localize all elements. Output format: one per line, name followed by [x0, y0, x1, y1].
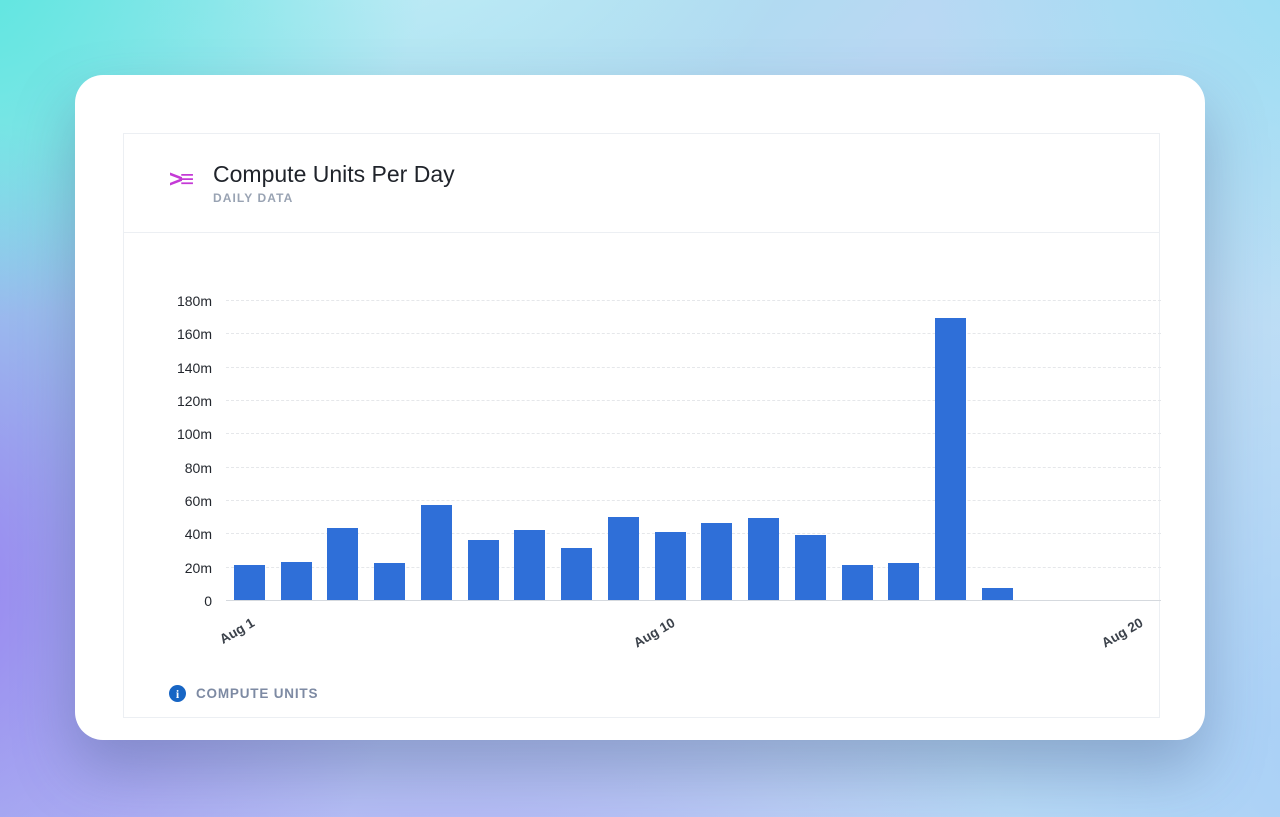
plot-area: Aug 1 Aug 10 Aug 20 0 20m 40m 60m 80m 100m 120m 1… [177, 293, 1161, 650]
bar-aug-5[interactable] [420, 505, 452, 600]
chart-legend[interactable]: i COMPUTE UNITS [169, 685, 1159, 702]
x-axis-labels: Aug 1 Aug 10 Aug 20 [217, 601, 1161, 656]
bar-aug-14[interactable] [841, 565, 873, 600]
bar-aug-8[interactable] [561, 548, 593, 600]
bar-aug-12[interactable] [748, 518, 780, 600]
bar-aug-17[interactable] [981, 588, 1013, 600]
page-subtitle: DAILY DATA [213, 191, 294, 206]
bar-aug-7[interactable] [514, 530, 546, 600]
console-chevron-glyph: > [169, 166, 183, 193]
legend-label: COMPUTE UNITS [196, 686, 319, 701]
bar-aug-9[interactable] [607, 516, 639, 600]
y-axis-tick-label: 160m [176, 326, 212, 343]
gridline [226, 300, 1161, 301]
gridline [226, 533, 1161, 535]
x-axis-line [226, 600, 1161, 601]
console-lines-glyph: ≡ [180, 166, 194, 193]
y-axis-tick-label: 80m [184, 459, 212, 476]
gridline [226, 366, 1161, 368]
x-axis-tick-label: Aug 10 [631, 615, 678, 651]
bar-aug-11[interactable] [701, 523, 733, 600]
y-axis-tick-label: 120m [176, 393, 212, 409]
widget-titles: Compute Units Per Day DAILY DATA [213, 161, 455, 205]
page-title: Compute Units Per Day [213, 160, 455, 187]
bar-aug-3[interactable] [327, 528, 359, 600]
chart-widget-panel: >≡ Compute Units Per Day DAILY DATA Aug … [123, 133, 1161, 718]
gridline [226, 466, 1161, 468]
bar-aug-16[interactable] [935, 318, 967, 600]
y-axis-tick-label: 140m [176, 359, 212, 376]
x-axis-tick-label: Aug 1 [216, 615, 257, 647]
gridline [226, 566, 1161, 568]
dashboard-card: >≡ Compute Units Per Day DAILY DATA Aug … [75, 75, 1205, 740]
y-axis-tick-label: 20m [184, 559, 212, 576]
y-axis-tick-label: 60m [184, 493, 212, 509]
bar-aug-15[interactable] [888, 563, 920, 600]
x-axis-tick-label: Aug 20 [1098, 615, 1146, 651]
y-axis-tick-label: 180m [176, 293, 212, 309]
bar-aug-13[interactable] [794, 535, 826, 600]
gridline [226, 433, 1161, 435]
y-axis-tick-label: 0 [204, 593, 212, 609]
gridline [226, 500, 1161, 501]
info-icon[interactable]: i [169, 685, 186, 702]
bar-aug-2[interactable] [280, 561, 312, 600]
bar-aug-6[interactable] [467, 540, 499, 600]
bar-aug-1[interactable] [233, 565, 265, 600]
widget-header: >≡ Compute Units Per Day DAILY DATA [124, 134, 1159, 233]
gridline [226, 333, 1161, 335]
bar-aug-4[interactable] [374, 563, 406, 600]
y-axis-tick-label: 100m [176, 426, 212, 443]
y-axis-tick-label: 40m [184, 526, 212, 543]
chart: Aug 1 Aug 10 Aug 20 0 20m 40m 60m 80m 100m 120m 1… [124, 293, 1161, 702]
bar-aug-10[interactable] [654, 531, 686, 600]
gridline [226, 400, 1161, 401]
query-console-icon: >≡ [169, 166, 194, 193]
